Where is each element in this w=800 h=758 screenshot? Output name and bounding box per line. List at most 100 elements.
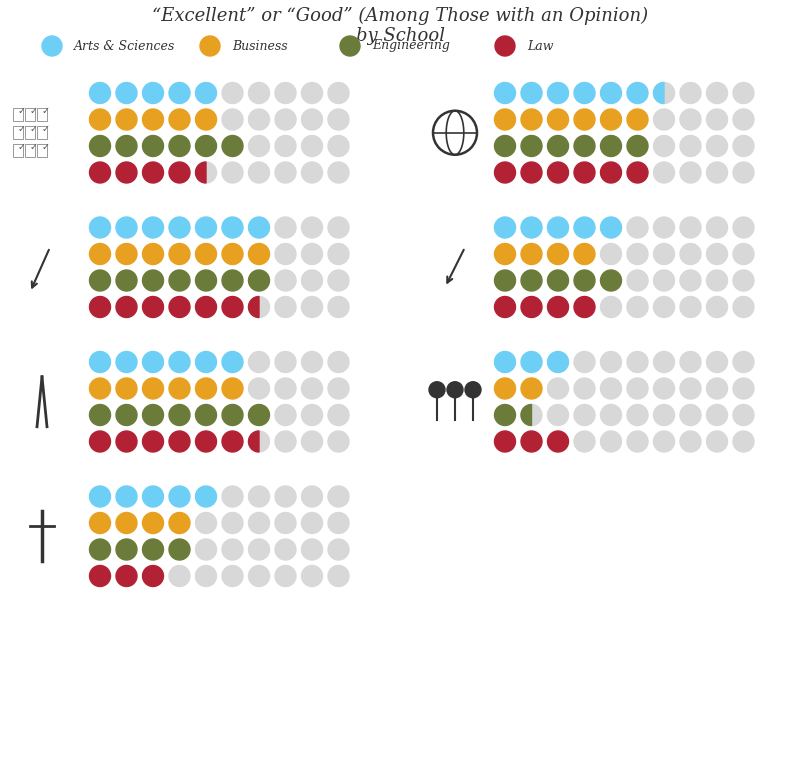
Circle shape: [222, 405, 243, 425]
Circle shape: [275, 512, 296, 534]
Circle shape: [574, 243, 595, 265]
Circle shape: [547, 431, 569, 452]
Circle shape: [90, 539, 110, 560]
Circle shape: [601, 243, 622, 265]
Circle shape: [169, 405, 190, 425]
Circle shape: [222, 83, 243, 104]
Circle shape: [249, 83, 270, 104]
Circle shape: [601, 378, 622, 399]
Circle shape: [142, 109, 163, 130]
Circle shape: [222, 352, 243, 372]
Circle shape: [222, 378, 243, 399]
Circle shape: [328, 270, 349, 291]
Circle shape: [465, 382, 481, 398]
Circle shape: [627, 217, 648, 238]
Circle shape: [328, 486, 349, 507]
Wedge shape: [654, 83, 664, 104]
Circle shape: [447, 382, 463, 398]
Circle shape: [249, 539, 270, 560]
Circle shape: [547, 109, 569, 130]
Circle shape: [601, 136, 622, 156]
Circle shape: [654, 405, 674, 425]
Circle shape: [733, 136, 754, 156]
Circle shape: [116, 431, 137, 452]
Circle shape: [494, 405, 515, 425]
Circle shape: [494, 136, 515, 156]
Circle shape: [195, 352, 217, 372]
Circle shape: [680, 83, 701, 104]
Circle shape: [494, 270, 515, 291]
Circle shape: [275, 217, 296, 238]
Circle shape: [654, 136, 674, 156]
Circle shape: [521, 83, 542, 104]
Circle shape: [574, 431, 595, 452]
Circle shape: [627, 243, 648, 265]
Circle shape: [601, 431, 622, 452]
Circle shape: [222, 270, 243, 291]
Circle shape: [222, 109, 243, 130]
Circle shape: [116, 270, 137, 291]
Circle shape: [195, 109, 217, 130]
Circle shape: [494, 109, 515, 130]
Circle shape: [142, 405, 163, 425]
Circle shape: [706, 431, 727, 452]
Circle shape: [249, 109, 270, 130]
Circle shape: [249, 512, 270, 534]
Circle shape: [275, 565, 296, 587]
Circle shape: [521, 352, 542, 372]
Circle shape: [90, 136, 110, 156]
Circle shape: [116, 136, 137, 156]
Circle shape: [302, 270, 322, 291]
Circle shape: [328, 352, 349, 372]
Circle shape: [601, 405, 622, 425]
Circle shape: [142, 539, 163, 560]
Circle shape: [654, 431, 674, 452]
Text: Law: Law: [527, 39, 554, 52]
Circle shape: [654, 352, 674, 372]
Circle shape: [195, 405, 217, 425]
Circle shape: [302, 539, 322, 560]
Circle shape: [627, 270, 648, 291]
Circle shape: [142, 136, 163, 156]
Circle shape: [547, 405, 569, 425]
Circle shape: [142, 217, 163, 238]
Circle shape: [706, 405, 727, 425]
Circle shape: [680, 431, 701, 452]
Circle shape: [706, 270, 727, 291]
Circle shape: [222, 136, 243, 156]
Circle shape: [654, 378, 674, 399]
Circle shape: [195, 243, 217, 265]
Circle shape: [733, 243, 754, 265]
Text: by School: by School: [355, 27, 445, 45]
Circle shape: [275, 109, 296, 130]
Circle shape: [328, 539, 349, 560]
Circle shape: [169, 109, 190, 130]
Bar: [13, 144, 23, 157]
Circle shape: [169, 270, 190, 291]
Circle shape: [494, 83, 515, 104]
Circle shape: [275, 378, 296, 399]
Circle shape: [601, 83, 622, 104]
Circle shape: [222, 486, 243, 507]
Circle shape: [302, 565, 322, 587]
Circle shape: [680, 296, 701, 318]
Circle shape: [574, 405, 595, 425]
Text: ✓: ✓: [42, 124, 50, 133]
Circle shape: [521, 136, 542, 156]
Circle shape: [195, 431, 217, 452]
Circle shape: [90, 243, 110, 265]
Circle shape: [706, 217, 727, 238]
Circle shape: [680, 378, 701, 399]
Circle shape: [249, 405, 270, 425]
Circle shape: [249, 565, 270, 587]
Circle shape: [90, 565, 110, 587]
Circle shape: [169, 217, 190, 238]
Circle shape: [627, 378, 648, 399]
Circle shape: [547, 83, 569, 104]
Circle shape: [547, 270, 569, 291]
Circle shape: [195, 217, 217, 238]
Circle shape: [521, 405, 542, 425]
Circle shape: [680, 270, 701, 291]
Circle shape: [249, 378, 270, 399]
Circle shape: [169, 486, 190, 507]
